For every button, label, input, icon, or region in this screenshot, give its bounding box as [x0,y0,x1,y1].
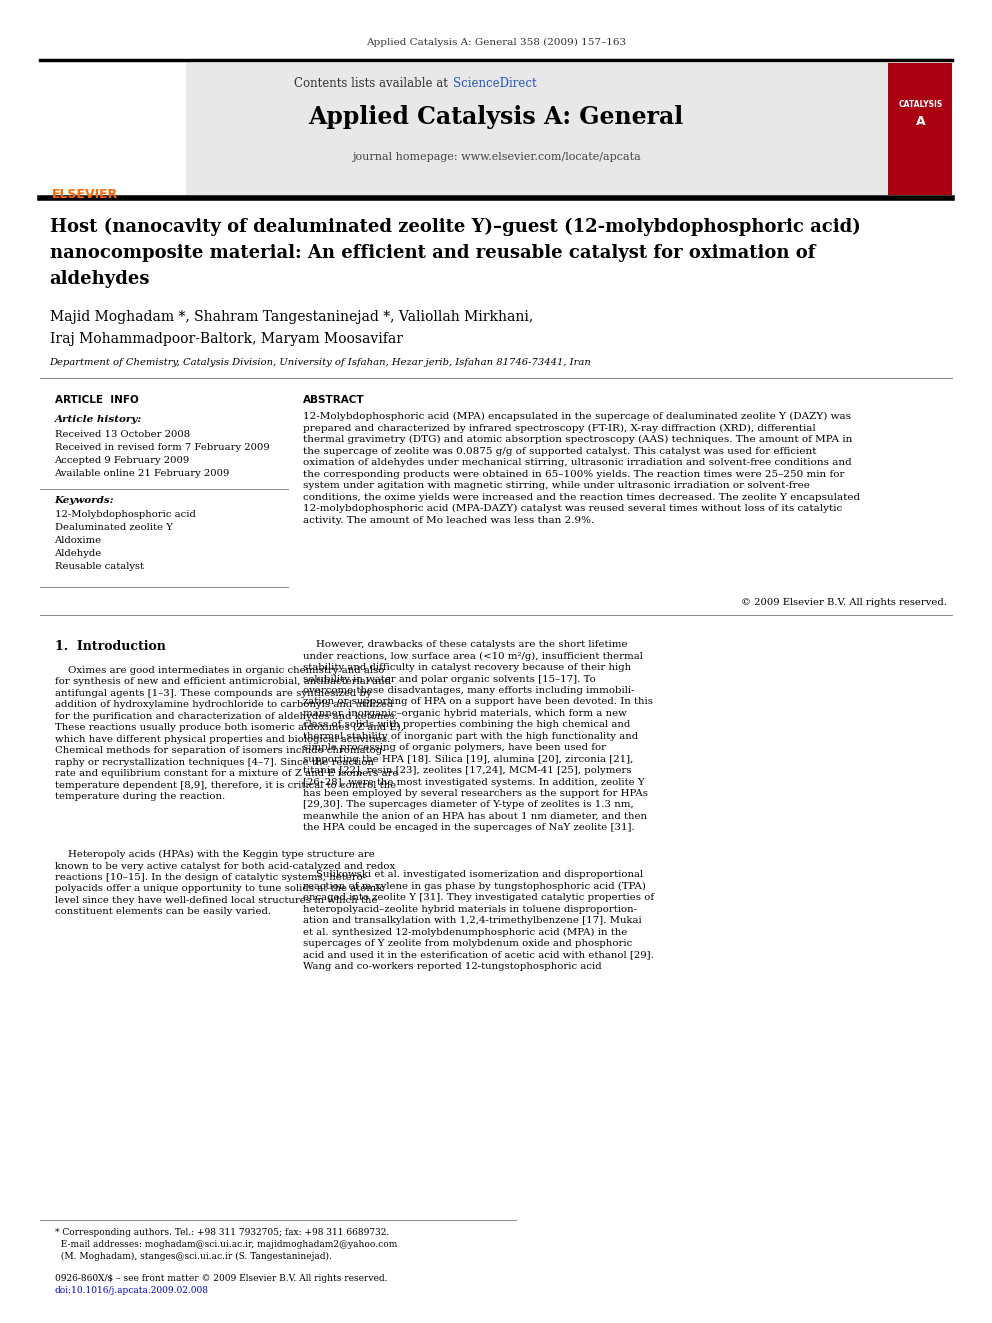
Text: Majid Moghadam *, Shahram Tangestaninejad *, Valiollah Mirkhani,: Majid Moghadam *, Shahram Tangestanineja… [50,310,533,324]
Text: © 2009 Elsevier B.V. All rights reserved.: © 2009 Elsevier B.V. All rights reserved… [741,598,947,607]
Text: Dealuminated zeolite Y: Dealuminated zeolite Y [55,523,173,532]
Text: Aldoxime: Aldoxime [55,536,102,545]
Text: E-mail addresses: moghadam@sci.ui.ac.ir, majidmoghadam2@yahoo.com: E-mail addresses: moghadam@sci.ui.ac.ir,… [55,1240,397,1249]
Text: Received in revised form 7 February 2009: Received in revised form 7 February 2009 [55,443,269,452]
Text: 12-Molybdophosphoric acid (MPA) encapsulated in the supercage of dealuminated ze: 12-Molybdophosphoric acid (MPA) encapsul… [303,411,860,525]
Text: However, drawbacks of these catalysts are the short lifetime
under reactions, lo: However, drawbacks of these catalysts ar… [303,640,653,832]
Text: Heteropoly acids (HPAs) with the Keggin type structure are
known to be very acti: Heteropoly acids (HPAs) with the Keggin … [55,849,395,917]
Text: doi:10.1016/j.apcata.2009.02.008: doi:10.1016/j.apcata.2009.02.008 [55,1286,208,1295]
Text: ARTICLE  INFO: ARTICLE INFO [55,396,138,405]
Text: Keywords:: Keywords: [55,496,114,505]
Text: Iraj Mohammadpoor-Baltork, Maryam Moosavifar: Iraj Mohammadpoor-Baltork, Maryam Moosav… [50,332,403,347]
Text: aldehydes: aldehydes [50,270,150,288]
Text: Applied Catalysis A: General: Applied Catalysis A: General [309,105,683,130]
Text: nanocomposite material: An efficient and reusable catalyst for oximation of: nanocomposite material: An efficient and… [50,243,815,262]
Bar [40,64,186,194]
Text: Accepted 9 February 2009: Accepted 9 February 2009 [55,456,189,464]
Text: Aldehyde: Aldehyde [55,549,102,558]
Text: Available online 21 February 2009: Available online 21 February 2009 [55,468,230,478]
Text: Oximes are good intermediates in organic chemistry and also
for synthesis of new: Oximes are good intermediates in organic… [55,665,404,802]
Text: Host (nanocavity of dealuminated zeolite Y)–guest (12-molybdophosphoric acid): Host (nanocavity of dealuminated zeolite… [50,218,860,237]
Text: Applied Catalysis A: General 358 (2009) 157–163: Applied Catalysis A: General 358 (2009) … [366,38,626,48]
Text: Reusable catalyst: Reusable catalyst [55,562,144,572]
Text: ELSEVIER: ELSEVIER [53,188,118,201]
Text: CATALYSIS: CATALYSIS [899,101,942,108]
Text: Department of Chemistry, Catalysis Division, University of Isfahan, Hezar jerib,: Department of Chemistry, Catalysis Divis… [50,359,591,366]
Text: Received 13 October 2008: Received 13 October 2008 [55,430,189,439]
Text: (M. Moghadam), stanges@sci.ui.ac.ir (S. Tangestaninejad).: (M. Moghadam), stanges@sci.ui.ac.ir (S. … [55,1252,331,1261]
Bar [40,64,888,194]
Text: * Corresponding authors. Tel.: +98 311 7932705; fax: +98 311 6689732.: * Corresponding authors. Tel.: +98 311 7… [55,1228,389,1237]
Text: ScienceDirect: ScienceDirect [453,77,537,90]
Text: Sulikowski et al. investigated isomerization and disproportional
reaction of m-x: Sulikowski et al. investigated isomeriza… [303,871,654,971]
Text: 0926-860X/$ – see front matter © 2009 Elsevier B.V. All rights reserved.: 0926-860X/$ – see front matter © 2009 El… [55,1274,387,1283]
Text: A: A [916,115,926,128]
Text: journal homepage: www.elsevier.com/locate/apcata: journal homepage: www.elsevier.com/locat… [351,152,641,161]
Text: 12-Molybdophosphoric acid: 12-Molybdophosphoric acid [55,509,195,519]
Text: 1.  Introduction: 1. Introduction [55,640,166,654]
Text: Article history:: Article history: [55,415,142,423]
Text: Contents lists available at: Contents lists available at [294,77,451,90]
Bar [888,64,952,194]
Text: ABSTRACT: ABSTRACT [303,396,364,405]
